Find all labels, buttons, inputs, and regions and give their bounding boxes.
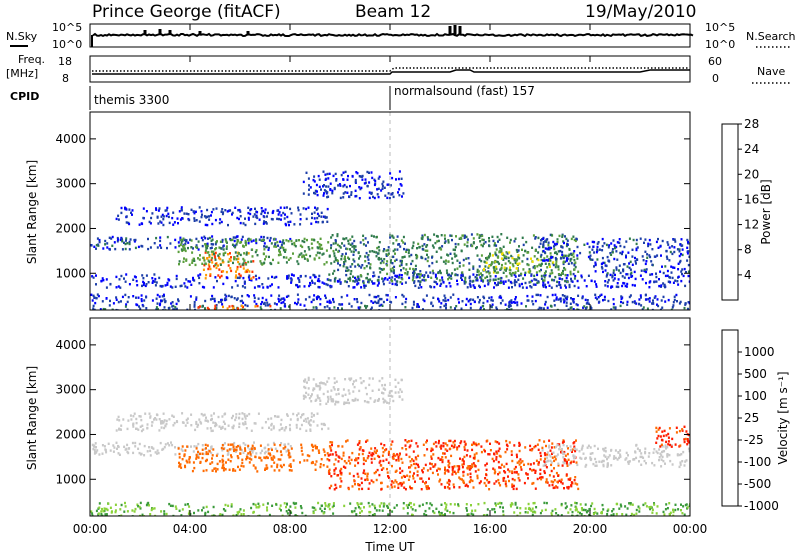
power-region-6	[177, 237, 330, 267]
colorbar-tick-label: -500	[744, 477, 771, 491]
power-region-0	[90, 293, 690, 307]
freq-tick-top: 18	[58, 55, 72, 68]
freq-trace	[92, 69, 690, 75]
power-region-5	[202, 251, 255, 280]
velocity-region-5	[302, 376, 404, 406]
freq-label-2: [MHz]	[6, 67, 38, 80]
velocity-y-axis-label: Slant Range [km]	[25, 366, 39, 470]
y-tick-label: 1000	[55, 266, 86, 280]
power-region-4	[115, 206, 329, 227]
power-region-11	[540, 237, 690, 263]
colorbar-tick-label: 8	[744, 243, 752, 257]
velocity-plot-area	[90, 318, 690, 516]
colorbar-tick-label: -1000	[744, 499, 779, 513]
cpid-label: CPID	[10, 90, 39, 103]
power-panel: 1000 2000 3000 4000 Slant Range [km] 4 8 12 16…	[25, 111, 773, 311]
nsky-label: N.Sky	[6, 30, 38, 43]
colorbar-frame	[721, 329, 739, 507]
power-region-1	[92, 304, 690, 310]
time-tick-label: 08:00	[273, 522, 308, 536]
nsearch-tick-bottom: 10^0	[705, 38, 735, 51]
station-title: Prince George (fitACF)	[92, 2, 281, 22]
nsky-trace	[92, 32, 694, 38]
y-tick-label: 2000	[55, 427, 86, 441]
power-y-axis-label: Slant Range [km]	[25, 160, 39, 264]
velocity-region-3	[327, 439, 580, 491]
time-tick-label: 04:00	[173, 522, 208, 536]
velocity-region-1	[115, 412, 330, 433]
beam-label: Beam 12	[355, 2, 431, 22]
power-region-9	[302, 170, 405, 200]
freq-tick-bottom: 8	[62, 72, 69, 85]
y-tick-label: 4000	[55, 132, 86, 146]
colorbar-tick-label: 500	[744, 367, 767, 381]
velocity-y-ticks: 1000 2000 3000 4000	[55, 338, 690, 486]
time-tick-label: 12:00	[373, 522, 408, 536]
nsky-panel	[89, 23, 694, 48]
colorbar-tick-label: 25	[744, 411, 759, 425]
nsearch-tick-top: 10^5	[705, 21, 735, 34]
power-region-2	[91, 273, 690, 289]
nave-trace	[92, 67, 690, 72]
nsearch-label: N.Search	[746, 30, 796, 43]
velocity-colorbar-label: Velocity [m s⁻¹]	[776, 371, 790, 464]
y-tick-label: 2000	[55, 221, 86, 235]
time-tick-label: 00:00	[673, 522, 708, 536]
time-tick-label: 20:00	[573, 522, 608, 536]
colorbar-tick-label: 1000	[744, 345, 775, 359]
colorbar-tick-label: -100	[744, 455, 771, 469]
colorbar-tick-label: 12	[744, 218, 759, 232]
power-region-8	[477, 250, 567, 276]
nsky-tick-bottom: 10^0	[52, 38, 82, 51]
nave-label: Nave	[757, 65, 785, 78]
y-tick-label: 1000	[55, 472, 86, 486]
colorbar-tick-label: 16	[744, 192, 759, 206]
velocity-panel: 1000 2000 3000 4000 Slant Range [km] 1000 50…	[25, 317, 790, 517]
y-tick-label: 4000	[55, 338, 86, 352]
colorbar-tick-label: -25	[744, 433, 764, 447]
power-colorbar: 4 8 12 16 20 24 28	[721, 117, 759, 301]
y-tick-label: 3000	[55, 177, 86, 191]
freq-label-1: Freq.	[18, 53, 45, 66]
power-region-12	[593, 260, 690, 276]
nave-tick-bottom: 0	[712, 72, 719, 85]
colorbar-tick-label: 20	[744, 167, 759, 181]
velocity-region-2	[177, 443, 329, 473]
nsky-spikes	[91, 25, 462, 47]
time-axis-label: Time UT	[364, 540, 415, 554]
power-region-3	[90, 235, 292, 251]
colorbar-tick-label: 4	[744, 268, 752, 282]
time-tick-label: 16:00	[473, 522, 508, 536]
y-tick-label: 3000	[55, 383, 86, 397]
date-label: 19/May/2010	[585, 2, 697, 22]
colorbar-tick-label: 24	[744, 142, 759, 156]
velocity-region-6	[541, 443, 690, 469]
velocity-colorbar: 1000 500 100 25 -25 -100 -500 -1000	[721, 329, 779, 513]
cpid-segment-normalsound: normalsound (fast) 157	[394, 84, 535, 98]
velocity-region-0	[91, 441, 292, 457]
colorbar-tick-label: 100	[744, 389, 767, 403]
time-tick-label: 00:00	[73, 522, 108, 536]
colorbar-frame	[721, 123, 739, 301]
power-y-ticks: 1000 2000 3000 4000	[55, 132, 690, 280]
nave-tick-top: 60	[708, 55, 722, 68]
power-plot-area	[90, 112, 690, 310]
power-colorbar-label: Power [dB]	[759, 179, 773, 244]
colorbar-tick-label: 28	[744, 117, 759, 131]
nsky-tick-top: 10^5	[52, 21, 82, 34]
velocity-region-4	[90, 501, 690, 516]
cpid-segment-themis: themis 3300	[94, 93, 169, 107]
time-axis-ticks: 00:00 04:00 08:00 12:00 16:00 20:00 00:00	[73, 24, 708, 536]
